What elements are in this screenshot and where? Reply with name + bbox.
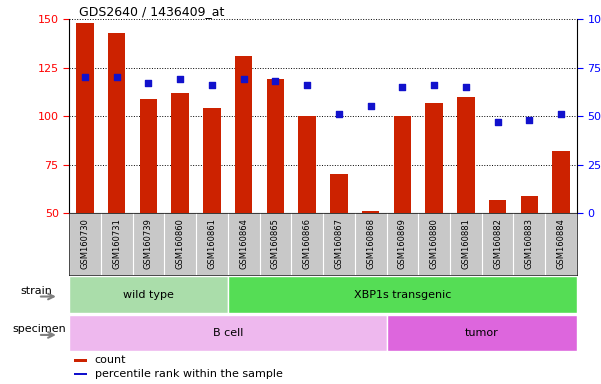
Text: GSM160868: GSM160868 bbox=[366, 218, 375, 269]
Bar bbox=[74, 373, 87, 375]
Text: GSM160731: GSM160731 bbox=[112, 218, 121, 269]
Bar bbox=[520, 196, 538, 213]
Bar bbox=[69, 276, 228, 313]
Bar bbox=[171, 93, 189, 213]
Text: GSM160860: GSM160860 bbox=[175, 218, 185, 269]
Text: tumor: tumor bbox=[465, 328, 499, 338]
Bar bbox=[489, 200, 506, 213]
Text: wild type: wild type bbox=[123, 290, 174, 300]
Point bbox=[80, 74, 90, 81]
Text: GSM160864: GSM160864 bbox=[239, 218, 248, 269]
Point bbox=[207, 82, 217, 88]
Bar bbox=[299, 116, 316, 213]
Point bbox=[144, 80, 153, 86]
Text: GSM160882: GSM160882 bbox=[493, 218, 502, 269]
Point bbox=[461, 84, 471, 90]
Text: percentile rank within the sample: percentile rank within the sample bbox=[94, 369, 282, 379]
Bar bbox=[267, 79, 284, 213]
Text: GSM160730: GSM160730 bbox=[81, 218, 90, 269]
Point bbox=[302, 82, 312, 88]
Bar bbox=[76, 23, 94, 213]
Bar bbox=[69, 315, 386, 351]
Bar bbox=[140, 99, 157, 213]
Bar bbox=[235, 56, 252, 213]
Text: GSM160861: GSM160861 bbox=[207, 218, 216, 269]
Point bbox=[557, 111, 566, 117]
Text: GSM160865: GSM160865 bbox=[271, 218, 280, 269]
Bar bbox=[552, 151, 570, 213]
Point bbox=[366, 103, 376, 109]
Text: GSM160880: GSM160880 bbox=[430, 218, 439, 269]
Text: GDS2640 / 1436409_at: GDS2640 / 1436409_at bbox=[79, 5, 225, 18]
Text: GSM160869: GSM160869 bbox=[398, 218, 407, 269]
Text: GSM160867: GSM160867 bbox=[334, 218, 343, 269]
Point bbox=[334, 111, 344, 117]
Text: GSM160881: GSM160881 bbox=[462, 218, 471, 269]
Text: GSM160739: GSM160739 bbox=[144, 218, 153, 269]
Bar bbox=[330, 174, 347, 213]
Bar bbox=[426, 103, 443, 213]
Text: strain: strain bbox=[20, 286, 53, 296]
Point bbox=[398, 84, 407, 90]
Bar bbox=[386, 315, 577, 351]
Bar bbox=[457, 97, 475, 213]
Point bbox=[270, 78, 280, 84]
Bar bbox=[394, 116, 411, 213]
Point bbox=[239, 76, 248, 83]
Point bbox=[525, 117, 534, 123]
Text: B cell: B cell bbox=[213, 328, 243, 338]
Point bbox=[112, 74, 121, 81]
Point bbox=[493, 119, 502, 125]
Bar bbox=[74, 359, 87, 362]
Bar bbox=[362, 211, 379, 213]
Bar bbox=[228, 276, 577, 313]
Text: GSM160866: GSM160866 bbox=[303, 218, 312, 269]
Text: specimen: specimen bbox=[13, 324, 66, 334]
Text: GSM160883: GSM160883 bbox=[525, 218, 534, 269]
Point bbox=[429, 82, 439, 88]
Bar bbox=[203, 108, 221, 213]
Text: count: count bbox=[94, 356, 126, 366]
Text: GSM160884: GSM160884 bbox=[557, 218, 566, 269]
Bar bbox=[108, 33, 126, 213]
Point bbox=[175, 76, 185, 83]
Text: XBP1s transgenic: XBP1s transgenic bbox=[354, 290, 451, 300]
